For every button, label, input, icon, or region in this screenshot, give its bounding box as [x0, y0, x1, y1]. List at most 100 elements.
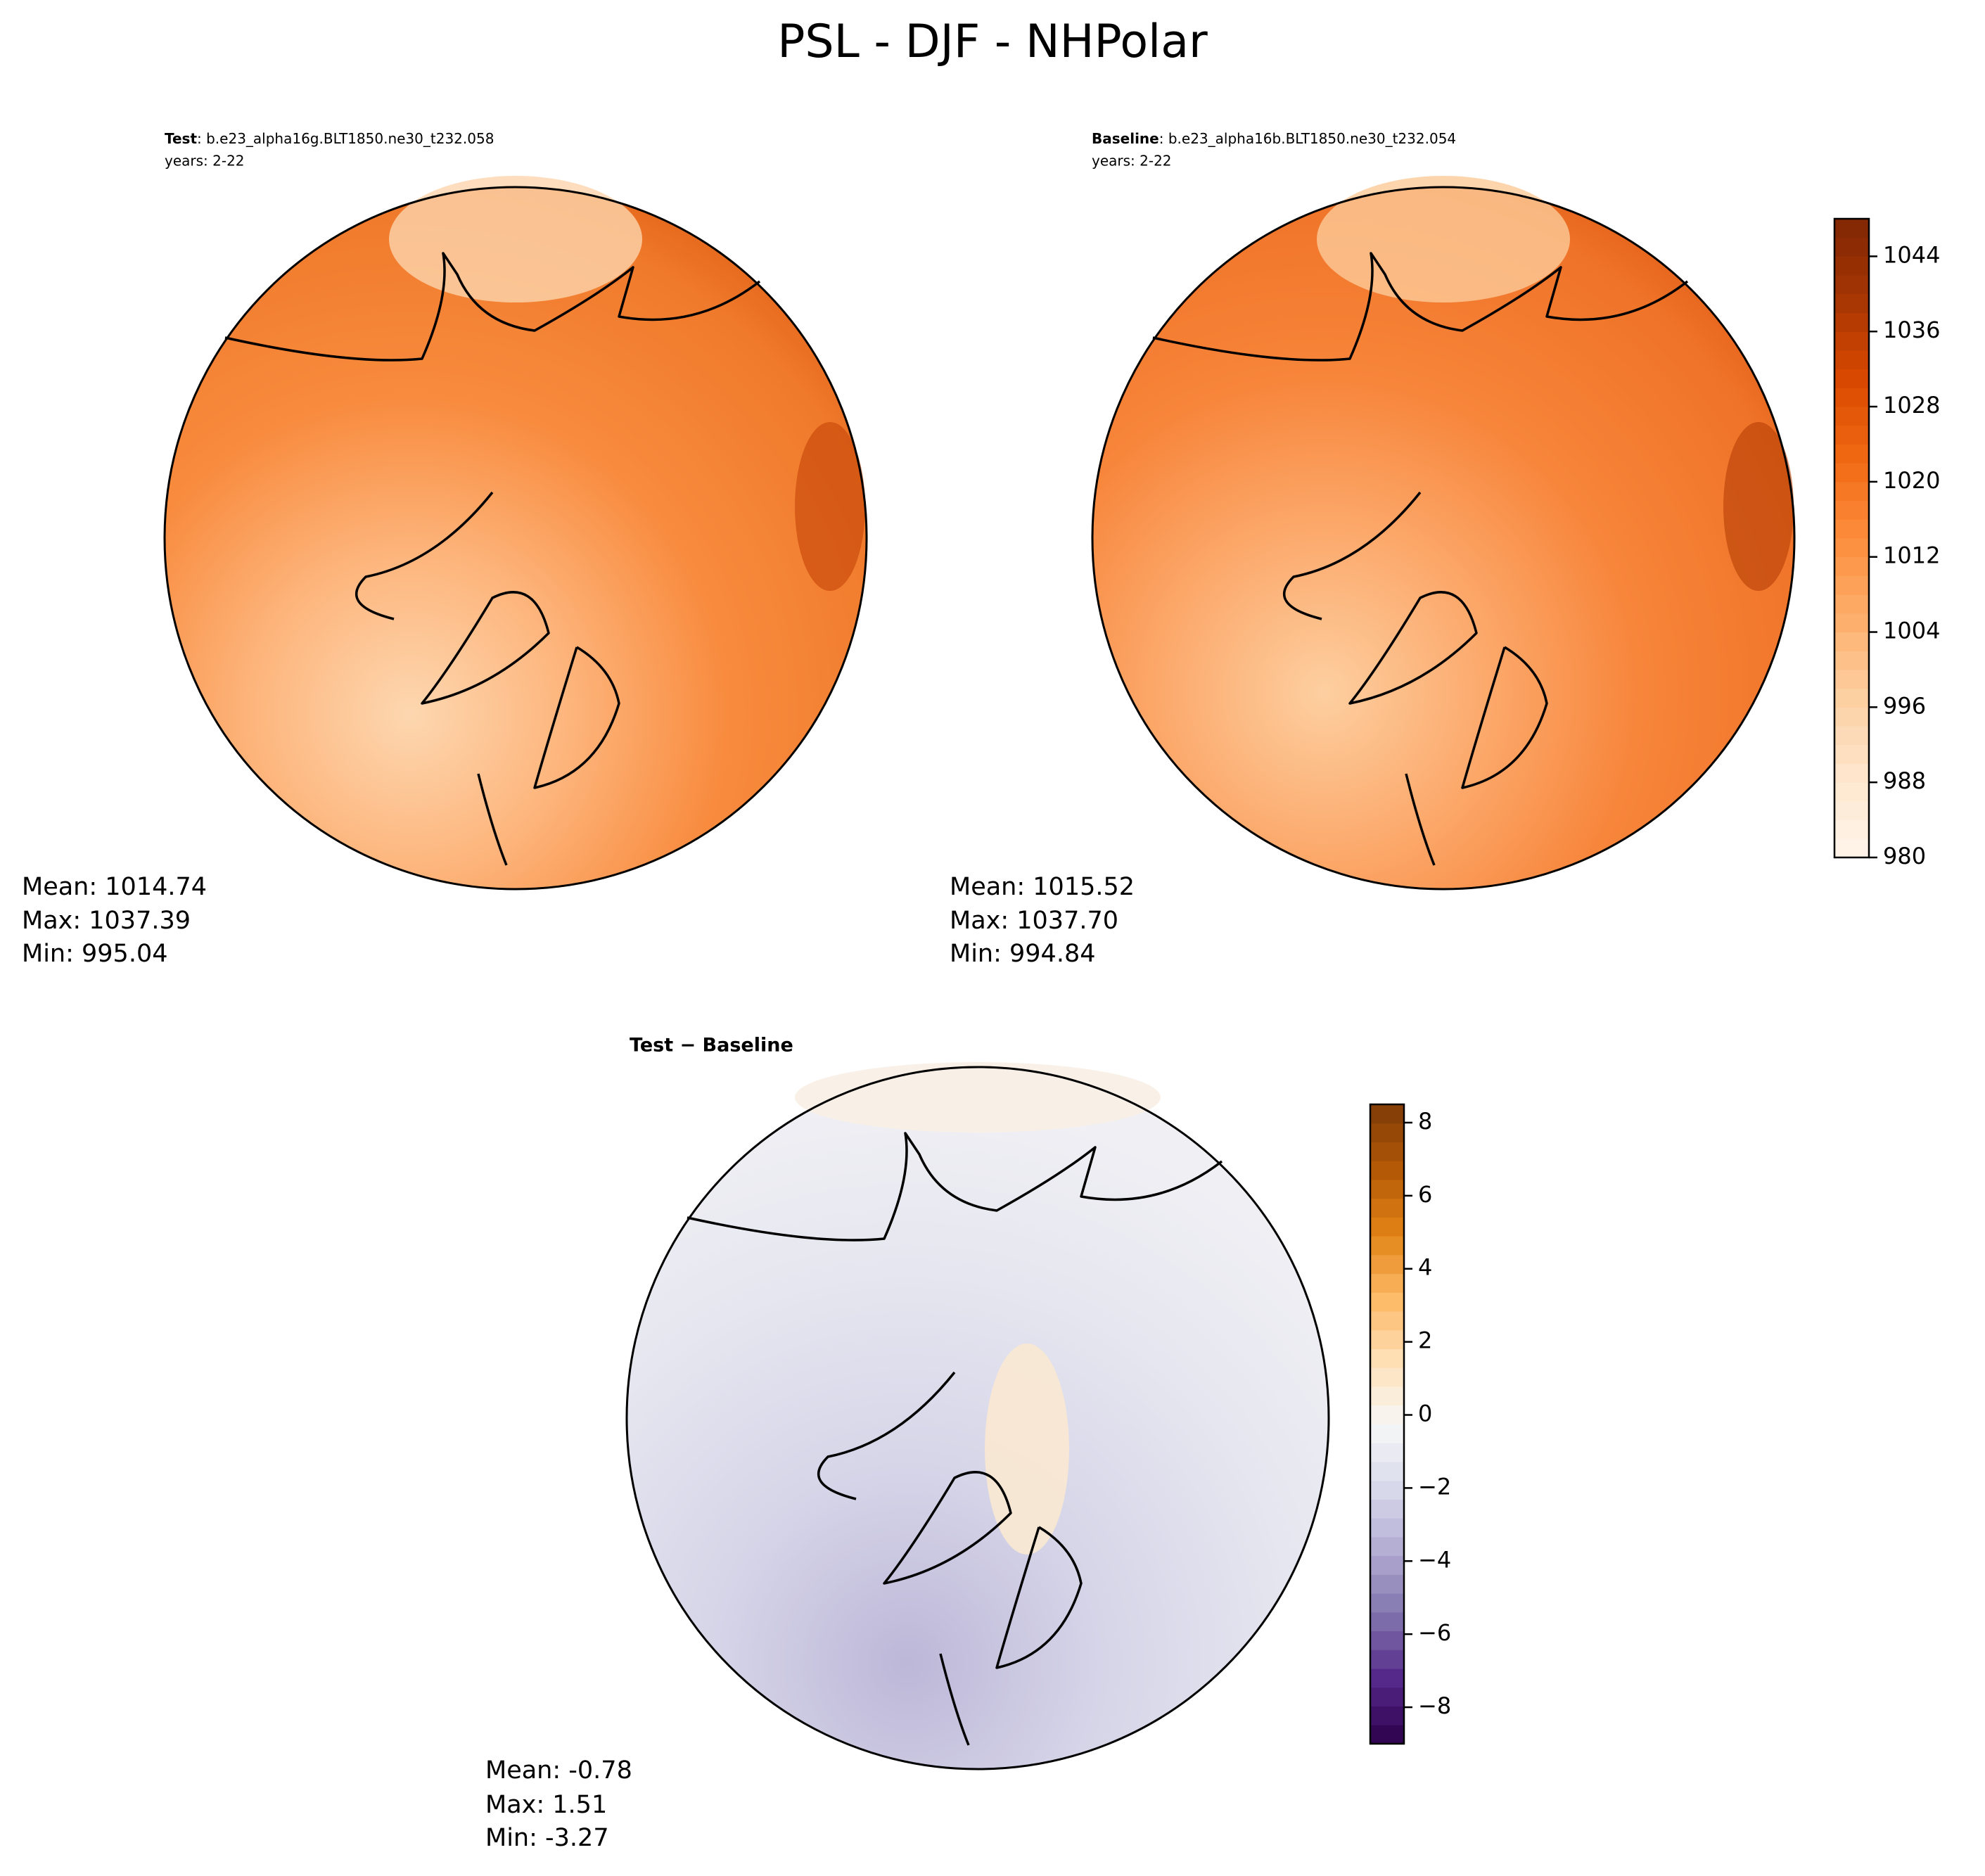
colorbar-band	[1370, 1329, 1404, 1350]
colorbar-band	[1834, 763, 1869, 783]
case-name: : b.e23_alpha16b.BLT1850.ne30_t232.054	[1159, 130, 1456, 147]
colorbar-band	[1834, 688, 1869, 708]
colorbar-band	[1370, 1725, 1404, 1744]
colorbar-band	[1370, 1574, 1404, 1594]
colorbar-tick-label: −2	[1418, 1473, 1451, 1500]
colorbar-tick-label: 1012	[1883, 542, 1940, 569]
colorbar-band	[1370, 1518, 1404, 1538]
colorbar-band	[1370, 1217, 1404, 1237]
colorbar-tick-label: −8	[1418, 1692, 1451, 1719]
colorbar-band	[1834, 594, 1869, 614]
colorbar-tick-label: 988	[1883, 767, 1926, 794]
colorbar-band	[1834, 481, 1869, 502]
colorbar-band	[1370, 1348, 1404, 1368]
colorbar-band	[1370, 1687, 1404, 1707]
colorbar-band	[1370, 1254, 1404, 1275]
colorbar-band	[1834, 669, 1869, 689]
panel-label: Test − Baseline	[630, 1035, 793, 1057]
stat: Max: 1037.39	[22, 907, 191, 935]
colorbar-band	[1834, 331, 1869, 351]
colorbar-band	[1370, 1367, 1404, 1387]
colorbar-band	[1370, 1142, 1404, 1161]
colorbar-band	[1834, 538, 1869, 558]
stat: Min: 995.04	[22, 940, 168, 968]
colorbar-tick-label: 996	[1883, 692, 1926, 719]
stat: Mean: 1014.74	[22, 873, 207, 901]
colorbar-band	[1370, 1123, 1404, 1142]
colorbar-band	[1370, 1386, 1404, 1406]
colorbar-band	[1370, 1424, 1404, 1443]
colorbar-band	[1370, 1161, 1404, 1180]
colorbar-band	[1370, 1443, 1404, 1462]
colorbar-band	[1370, 1612, 1404, 1632]
colorbar-band	[1370, 1668, 1404, 1688]
colorbar-tick-label: 6	[1418, 1181, 1432, 1208]
colorbar-tick-label: 980	[1883, 843, 1926, 869]
colorbar-tick-label: 0	[1418, 1400, 1432, 1427]
colorbar-band	[1834, 819, 1869, 839]
colorbar-tick-label: 1020	[1883, 467, 1940, 494]
colorbar-band	[1834, 237, 1869, 257]
colorbar-band	[1834, 388, 1869, 407]
colorbar-band	[1834, 275, 1869, 295]
colorbar-band	[1834, 651, 1869, 670]
stat: Mean: 1015.52	[950, 873, 1135, 901]
colorbar-tick-label: −4	[1418, 1546, 1451, 1573]
colorbar-band	[1370, 1631, 1404, 1650]
panel-subtitle: Test: b.e23_alpha16g.BLT1850.ne30_t232.0…	[165, 130, 494, 147]
map-test	[163, 176, 868, 891]
colorbar-band	[1370, 1273, 1404, 1293]
colorbar-band	[1834, 838, 1869, 858]
colorbar-band	[1834, 425, 1869, 445]
figure-title: PSL - DJF - NHPolar	[777, 15, 1208, 68]
panel-label: Baseline	[1092, 130, 1159, 147]
colorbar-band	[1834, 219, 1869, 238]
colorbar-band	[1370, 1650, 1404, 1669]
colorbar-band	[1370, 1405, 1404, 1424]
colorbar-band	[1834, 519, 1869, 539]
map-baseline	[1091, 176, 1796, 891]
colorbar-tick-label: 1028	[1883, 392, 1940, 419]
colorbar-band	[1834, 613, 1869, 633]
stat: Max: 1.51	[485, 1791, 607, 1819]
panel-years: years: 2-22	[1092, 153, 1172, 170]
colorbar-band	[1834, 556, 1869, 576]
stat: Min: 994.84	[950, 940, 1096, 968]
colorbar-band	[1834, 782, 1869, 802]
colorbar-band	[1834, 744, 1869, 764]
colorbar-tick-label: 1044	[1883, 241, 1940, 268]
colorbar-band	[1834, 293, 1869, 314]
colorbar-tick-label: 4	[1418, 1254, 1432, 1281]
panel-subtitle: Baseline: b.e23_alpha16b.BLT1850.ne30_t2…	[1092, 130, 1456, 147]
colorbar-band	[1370, 1311, 1404, 1331]
colorbar-band	[1834, 369, 1869, 388]
colorbar-band	[1370, 1536, 1404, 1557]
colorbar-band	[1834, 407, 1869, 426]
colorbar-band	[1370, 1104, 1404, 1124]
colorbar-band	[1370, 1593, 1404, 1613]
colorbar-band	[1834, 463, 1869, 483]
colorbar-band	[1370, 1179, 1404, 1199]
colorbar-band	[1834, 312, 1869, 332]
stat: Min: -3.27	[485, 1824, 609, 1852]
panel-years: years: 2-22	[165, 153, 245, 170]
colorbar-band	[1834, 256, 1869, 276]
map-difference	[625, 1062, 1330, 1770]
colorbar-band	[1834, 444, 1869, 464]
colorbar-frame	[1369, 1103, 1405, 1745]
colorbar-tick-label: 1004	[1883, 618, 1940, 644]
stat: Max: 1037.70	[950, 907, 1118, 935]
colorbar-band	[1834, 350, 1869, 370]
stat: Mean: -0.78	[485, 1756, 632, 1785]
colorbar-tick-label: −6	[1418, 1619, 1451, 1646]
colorbar-band	[1834, 500, 1869, 520]
colorbar-band	[1370, 1292, 1404, 1312]
colorbar-band	[1834, 800, 1869, 821]
colorbar-band	[1370, 1198, 1404, 1218]
colorbar-band	[1370, 1480, 1404, 1500]
panel-label: Test	[165, 130, 197, 147]
colorbar-band	[1834, 632, 1869, 651]
colorbar-tick-label: 1036	[1883, 317, 1940, 343]
colorbar-frame	[1833, 217, 1870, 859]
